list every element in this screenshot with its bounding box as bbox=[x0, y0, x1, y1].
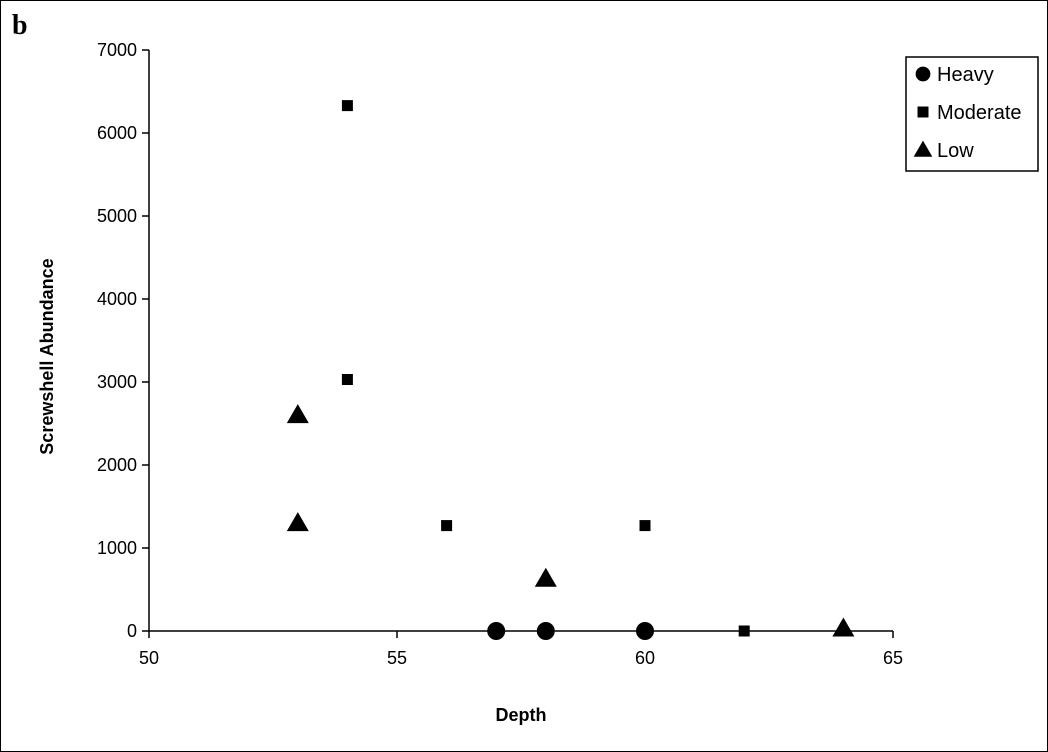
legend-label: Heavy bbox=[937, 64, 994, 86]
panel-label: b bbox=[12, 10, 28, 41]
moderate-point bbox=[341, 374, 353, 386]
y-tick-label: 5000 bbox=[97, 206, 137, 226]
low-point bbox=[534, 567, 557, 587]
moderate-point bbox=[341, 100, 353, 112]
y-tick-label: 7000 bbox=[97, 40, 137, 60]
low-legend-marker bbox=[913, 140, 933, 157]
y-tick-label: 3000 bbox=[97, 372, 137, 392]
heavy-point bbox=[636, 622, 654, 640]
x-tick-label: 50 bbox=[139, 648, 159, 668]
moderate-point bbox=[639, 520, 651, 532]
low-point bbox=[286, 512, 309, 532]
y-tick-label: 1000 bbox=[97, 538, 137, 558]
y-axis-ticks: 0 1000 2000 3000 4000 5000 6000 7000 bbox=[97, 40, 149, 641]
x-axis-title: Depth bbox=[496, 705, 547, 725]
x-tick-label: 65 bbox=[883, 648, 903, 668]
legend-label: Moderate bbox=[937, 102, 1022, 124]
y-tick-label: 6000 bbox=[97, 123, 137, 143]
moderate-point bbox=[441, 520, 453, 532]
axes bbox=[148, 50, 893, 632]
x-tick-label: 55 bbox=[387, 648, 407, 668]
low-point bbox=[832, 617, 855, 637]
y-tick-label: 2000 bbox=[97, 455, 137, 475]
heavy-legend-marker bbox=[915, 66, 931, 82]
legend: Heavy Moderate Low bbox=[905, 56, 1039, 172]
heavy-point bbox=[536, 622, 555, 640]
y-tick-label: 0 bbox=[127, 621, 137, 641]
x-tick-label: 60 bbox=[635, 648, 655, 668]
moderate-point bbox=[738, 625, 750, 637]
low-point bbox=[286, 404, 309, 424]
legend-label: Low bbox=[937, 140, 974, 162]
data-points bbox=[286, 100, 855, 640]
y-axis-title: Screwshell Abundance bbox=[37, 258, 57, 454]
moderate-legend-marker bbox=[917, 106, 929, 118]
x-axis-ticks: 50 55 60 65 bbox=[139, 631, 903, 668]
y-tick-label: 4000 bbox=[97, 289, 137, 309]
heavy-point bbox=[487, 622, 506, 640]
